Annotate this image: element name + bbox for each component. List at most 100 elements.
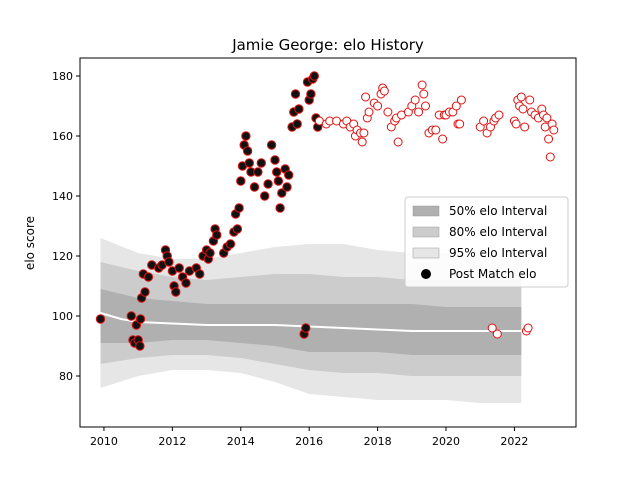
post-match-point (357, 137, 367, 147)
post-match-point (135, 314, 146, 324)
post-match-point (542, 113, 552, 123)
legend-label: 95% elo Interval (449, 246, 547, 260)
post-match-point (164, 257, 174, 267)
interval-band-2 (100, 289, 522, 355)
post-match-point (479, 116, 489, 126)
post-match-point (174, 263, 184, 273)
post-match-point (364, 107, 374, 117)
x-tick-label: 2022 (500, 435, 528, 448)
post-match-point (383, 107, 393, 117)
post-match-point (518, 104, 528, 114)
post-match-point (359, 128, 369, 138)
post-match-point (419, 89, 429, 99)
post-match-point (95, 314, 106, 324)
y-tick-label: 80 (59, 370, 73, 383)
legend: 50% elo Interval 80% elo Interval 95% elo … (404, 196, 569, 288)
legend-swatch (412, 205, 440, 217)
post-match-point (263, 179, 273, 189)
post-match-point (135, 341, 145, 351)
y-tick-label: 180 (52, 70, 73, 83)
post-match-point (270, 155, 280, 165)
chart-title: Jamie George: elo History (231, 36, 424, 54)
post-match-point (410, 95, 420, 105)
post-match-point (242, 146, 253, 156)
post-match-point (438, 134, 448, 144)
post-match-point (309, 71, 319, 81)
post-match-point (292, 119, 302, 129)
post-match-point (492, 329, 502, 339)
post-match-point (487, 323, 497, 333)
post-match-point (232, 224, 243, 234)
post-match-point (520, 122, 530, 132)
post-match-point (549, 125, 559, 135)
post-match-point (525, 95, 535, 105)
y-tick-label: 120 (52, 250, 73, 263)
x-tick-label: 2012 (158, 435, 186, 448)
x-tick-label: 2016 (295, 435, 323, 448)
post-match-point (234, 203, 244, 213)
x-tick-label: 2010 (90, 435, 118, 448)
y-tick-label: 160 (52, 130, 73, 143)
legend-label: 80% elo Interval (449, 225, 547, 239)
post-match-point (294, 104, 304, 114)
post-match-point (451, 101, 461, 111)
y-tick-label: 100 (52, 310, 73, 323)
post-match-point (244, 158, 255, 168)
post-match-point (277, 188, 287, 198)
post-match-point (455, 119, 465, 129)
post-match-point (236, 176, 246, 186)
post-match-point (545, 152, 555, 162)
post-match-point (393, 137, 403, 147)
legend-frame (404, 196, 569, 288)
post-match-point (143, 272, 154, 282)
post-match-point (544, 134, 554, 144)
post-match-point (282, 182, 292, 192)
x-tick-label: 2020 (432, 435, 460, 448)
x-tick-label: 2014 (227, 435, 255, 448)
post-match-point (414, 107, 424, 117)
post-match-point (373, 101, 383, 111)
post-match-point (494, 110, 504, 120)
post-match-point (225, 239, 236, 249)
axes-frame (79, 57, 577, 428)
post-match-point (379, 86, 389, 96)
legend-swatch (412, 247, 440, 259)
legend-label: 50% elo Interval (449, 204, 547, 218)
post-match-point (361, 92, 371, 102)
post-match-point (421, 101, 430, 111)
post-match-point (253, 167, 263, 177)
post-match-point (212, 230, 222, 240)
legend-marker (421, 269, 431, 279)
expected-elo-line (100, 312, 522, 332)
post-match-point (260, 191, 270, 201)
y-axis-label: elo score (23, 216, 37, 270)
post-match-point (181, 278, 191, 288)
legend-label: Post Match elo (449, 267, 536, 281)
y-axis: 80 100 120 140 160 180 (52, 70, 80, 383)
legend-swatch (412, 226, 440, 238)
post-match-point (273, 176, 284, 186)
post-match-point (171, 287, 181, 297)
post-match-point (140, 287, 150, 297)
post-match-point (431, 125, 441, 135)
post-match-point (417, 80, 427, 90)
post-match-point (290, 89, 301, 99)
post-match-point (249, 182, 260, 192)
post-match-point (241, 131, 251, 141)
x-axis: 2010 2012 2014 2016 2018 2020 2022 (90, 427, 528, 448)
post-match-point (301, 323, 311, 333)
post-match-point (456, 95, 466, 105)
post-match-point (205, 248, 215, 258)
post-match-point (516, 92, 526, 102)
post-match-point (272, 167, 282, 177)
post-match-point (195, 269, 205, 279)
post-match-point (284, 170, 294, 180)
post-match-point (306, 89, 316, 99)
post-match-point (266, 140, 277, 150)
post-match-point (523, 323, 533, 333)
x-tick-label: 2018 (364, 435, 392, 448)
post-match-point (511, 119, 521, 129)
post-match-point (275, 203, 285, 213)
y-tick-label: 140 (52, 190, 73, 203)
